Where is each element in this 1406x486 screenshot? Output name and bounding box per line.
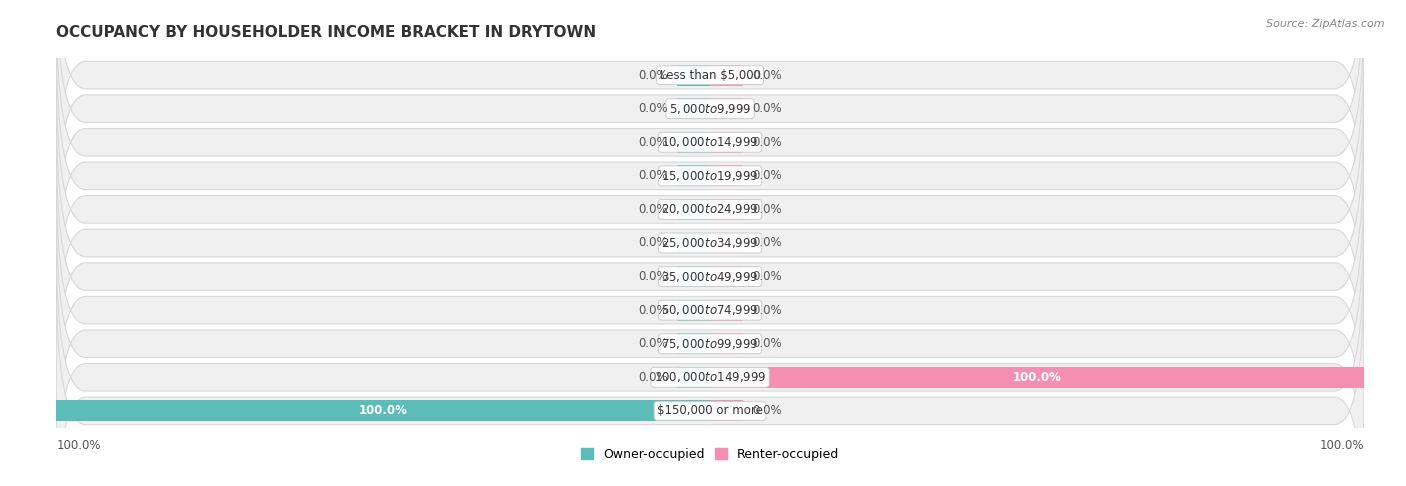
Text: $100,000 to $149,999: $100,000 to $149,999 xyxy=(654,370,766,384)
Text: $20,000 to $24,999: $20,000 to $24,999 xyxy=(661,203,759,216)
Bar xyxy=(710,266,742,287)
Text: 0.0%: 0.0% xyxy=(752,337,782,350)
Text: 0.0%: 0.0% xyxy=(752,169,782,182)
Text: 0.0%: 0.0% xyxy=(752,203,782,216)
Text: 0.0%: 0.0% xyxy=(638,102,668,115)
Bar xyxy=(710,199,742,220)
Text: $35,000 to $49,999: $35,000 to $49,999 xyxy=(661,270,759,283)
Text: 0.0%: 0.0% xyxy=(638,337,668,350)
Bar xyxy=(710,65,742,86)
FancyBboxPatch shape xyxy=(56,274,1364,486)
Bar xyxy=(678,367,710,388)
Bar xyxy=(710,233,742,253)
Text: $10,000 to $14,999: $10,000 to $14,999 xyxy=(661,135,759,149)
FancyBboxPatch shape xyxy=(56,0,1364,212)
Bar xyxy=(678,98,710,119)
Text: Source: ZipAtlas.com: Source: ZipAtlas.com xyxy=(1267,19,1385,30)
Bar xyxy=(678,165,710,186)
Bar xyxy=(678,233,710,253)
Text: 0.0%: 0.0% xyxy=(752,304,782,317)
Bar xyxy=(678,300,710,321)
Bar xyxy=(710,98,742,119)
Text: $50,000 to $74,999: $50,000 to $74,999 xyxy=(661,303,759,317)
Bar xyxy=(678,199,710,220)
Bar xyxy=(710,165,742,186)
Bar xyxy=(678,333,710,354)
Bar xyxy=(710,132,742,153)
Text: 0.0%: 0.0% xyxy=(752,404,782,417)
Text: 100.0%: 100.0% xyxy=(56,439,101,452)
Text: Less than $5,000: Less than $5,000 xyxy=(659,69,761,82)
Text: 100.0%: 100.0% xyxy=(1319,439,1364,452)
FancyBboxPatch shape xyxy=(56,173,1364,448)
Text: 0.0%: 0.0% xyxy=(638,270,668,283)
Bar xyxy=(710,367,1364,388)
Legend: Owner-occupied, Renter-occupied: Owner-occupied, Renter-occupied xyxy=(575,443,845,466)
FancyBboxPatch shape xyxy=(56,38,1364,313)
Text: 0.0%: 0.0% xyxy=(752,237,782,249)
FancyBboxPatch shape xyxy=(56,240,1364,486)
Text: 0.0%: 0.0% xyxy=(752,102,782,115)
Bar xyxy=(678,65,710,86)
FancyBboxPatch shape xyxy=(56,72,1364,347)
Bar xyxy=(56,400,710,421)
Text: $5,000 to $9,999: $5,000 to $9,999 xyxy=(669,102,751,116)
Bar xyxy=(678,132,710,153)
FancyBboxPatch shape xyxy=(56,139,1364,414)
Text: 0.0%: 0.0% xyxy=(638,203,668,216)
FancyBboxPatch shape xyxy=(56,105,1364,381)
Bar xyxy=(710,400,742,421)
Text: 0.0%: 0.0% xyxy=(638,136,668,149)
FancyBboxPatch shape xyxy=(56,207,1364,481)
FancyBboxPatch shape xyxy=(56,0,1364,246)
Bar xyxy=(710,300,742,321)
Text: 0.0%: 0.0% xyxy=(638,169,668,182)
Text: $25,000 to $34,999: $25,000 to $34,999 xyxy=(661,236,759,250)
Text: 0.0%: 0.0% xyxy=(638,371,668,384)
Text: 0.0%: 0.0% xyxy=(638,69,668,82)
Text: 0.0%: 0.0% xyxy=(752,270,782,283)
Text: 0.0%: 0.0% xyxy=(752,136,782,149)
Text: 100.0%: 100.0% xyxy=(1012,371,1062,384)
Bar xyxy=(710,333,742,354)
FancyBboxPatch shape xyxy=(56,5,1364,279)
Text: $150,000 or more: $150,000 or more xyxy=(657,404,763,417)
Text: $15,000 to $19,999: $15,000 to $19,999 xyxy=(661,169,759,183)
Text: OCCUPANCY BY HOUSEHOLDER INCOME BRACKET IN DRYTOWN: OCCUPANCY BY HOUSEHOLDER INCOME BRACKET … xyxy=(56,25,596,40)
Text: $75,000 to $99,999: $75,000 to $99,999 xyxy=(661,337,759,351)
Text: 0.0%: 0.0% xyxy=(638,237,668,249)
Text: 0.0%: 0.0% xyxy=(638,304,668,317)
Bar xyxy=(678,266,710,287)
Text: 0.0%: 0.0% xyxy=(752,69,782,82)
Text: 100.0%: 100.0% xyxy=(359,404,408,417)
